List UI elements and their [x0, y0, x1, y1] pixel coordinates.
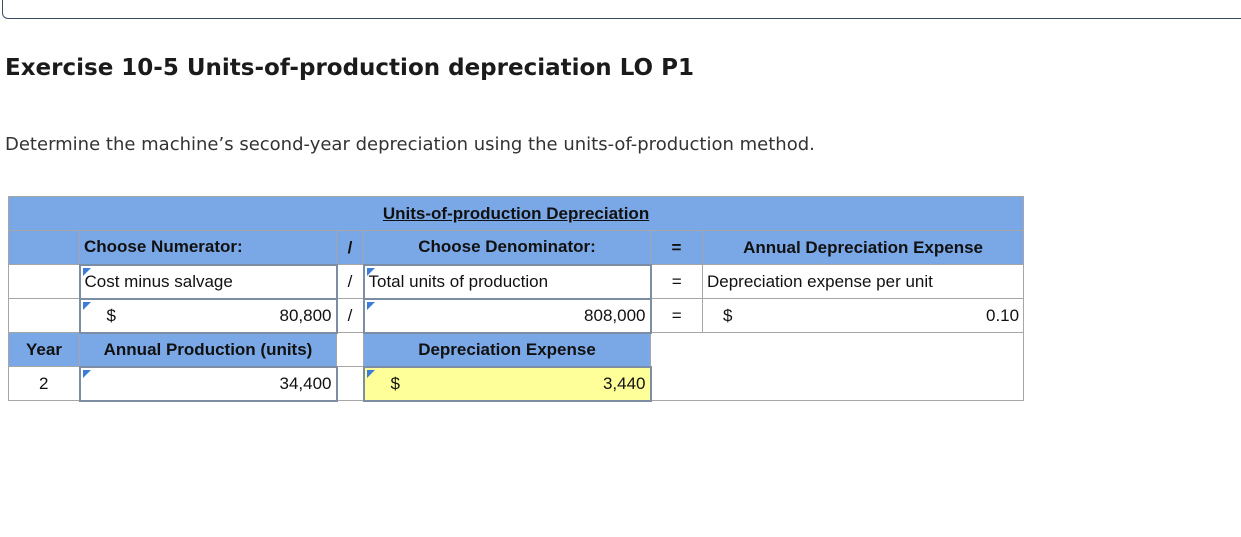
- equals-sign: =: [650, 298, 703, 333]
- table-banner: Units-of-production Depreciation: [7, 196, 1025, 231]
- year-header: Year: [8, 332, 80, 367]
- divide-sign: /: [336, 298, 364, 333]
- depreciation-expense-input[interactable]: $ 3,440: [362, 365, 652, 402]
- depreciation-per-unit-value: $ 0.10: [701, 298, 1025, 333]
- year-header-blank: [336, 332, 364, 367]
- year-value: 2: [8, 366, 80, 401]
- denominator-select[interactable]: Total units of production: [362, 263, 652, 300]
- result-label: Depreciation expense per unit: [701, 264, 1025, 299]
- dollar-sign: $: [390, 373, 400, 393]
- denominator-header: Choose Denominator:: [363, 230, 651, 265]
- annual-production-header: Annual Production (units): [79, 332, 337, 367]
- divide-header: /: [336, 230, 364, 265]
- dollar-sign: $: [106, 305, 116, 325]
- top-frame: [2, 0, 1241, 19]
- dollar-sign: $: [723, 305, 733, 325]
- depreciation-expense-value: 3,440: [602, 373, 646, 393]
- numerator-value: 80,800: [279, 305, 332, 325]
- per-unit-value: 0.10: [985, 305, 1020, 325]
- numerator-select[interactable]: Cost minus salvage: [78, 263, 338, 300]
- annual-production-input[interactable]: 34,400: [78, 365, 338, 402]
- equals-header: =: [650, 230, 703, 265]
- denominator-input[interactable]: 808,000: [362, 297, 652, 334]
- labels-blank-cell: [8, 264, 80, 299]
- result-header: Annual Depreciation Expense: [701, 230, 1025, 265]
- divide-sign: /: [336, 264, 364, 299]
- depreciation-expense-header: Depreciation Expense: [363, 332, 651, 367]
- empty-area: [649, 332, 1025, 401]
- instruction-text: Determine the machine’s second-year depr…: [5, 134, 815, 155]
- numerator-header: Choose Numerator:: [79, 230, 337, 265]
- numerator-input[interactable]: $ 80,800: [78, 297, 338, 334]
- exercise-title: Exercise 10-5 Units-of-production deprec…: [5, 55, 694, 81]
- equals-sign: =: [650, 264, 703, 299]
- values-blank-cell: [8, 298, 80, 333]
- header-blank-cell: [8, 230, 80, 265]
- year-row-blank: [336, 366, 364, 401]
- depreciation-table: Units-of-production Depreciation Choose …: [7, 196, 1025, 402]
